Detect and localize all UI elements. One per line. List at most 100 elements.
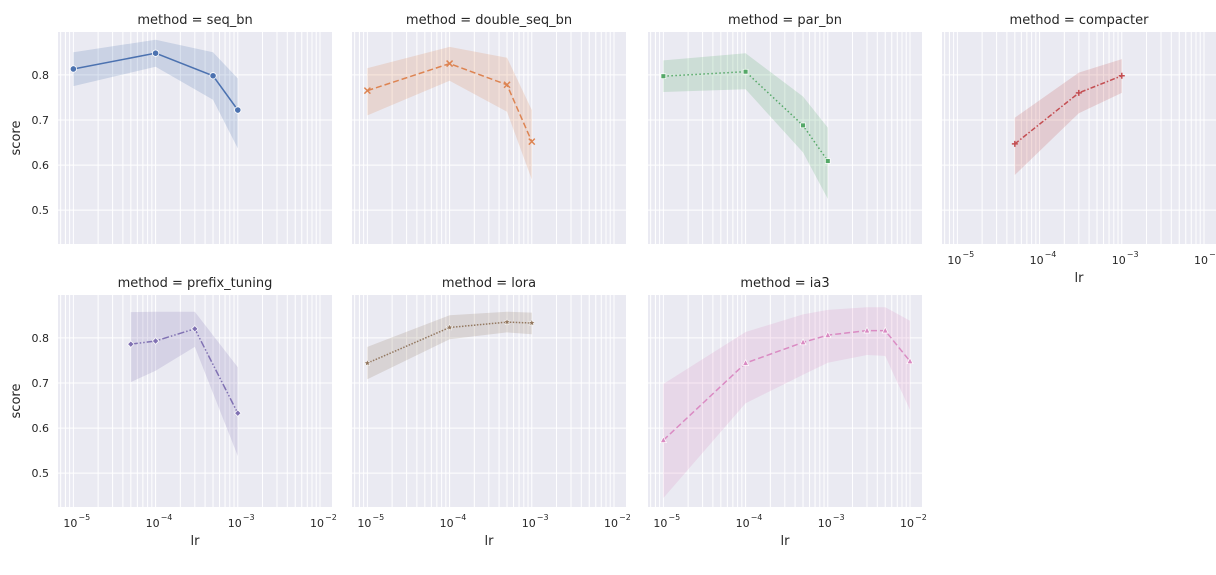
- x-tick-label: 10: [146, 517, 160, 530]
- data-point-seq_bn: [69, 65, 77, 73]
- panel-title: method = compacter: [1010, 13, 1150, 28]
- panel-title: method = par_bn: [728, 13, 842, 28]
- x-tick-label: 10: [440, 517, 454, 530]
- x-tick-label: 10: [310, 517, 324, 530]
- x-tick-exponent: −5: [962, 250, 974, 259]
- data-point-double_seq_bn: [528, 138, 536, 146]
- panel-prefix_tuning: method = prefix_tuning 0.5 0.6 0.7 0.8 score 1…: [9, 276, 337, 549]
- y-tick-label: 0.7: [32, 377, 50, 390]
- x-tick-label: 10: [63, 517, 77, 530]
- x-tick-exponent: −5: [372, 513, 384, 522]
- x-tick-exponent: −3: [243, 513, 255, 522]
- data-point-prefix_tuning: [127, 340, 135, 348]
- series-line-prefix_tuning: [130, 327, 239, 414]
- data-point-ia3: [824, 330, 832, 338]
- x-tick-label: 10: [1030, 254, 1044, 267]
- series-line-seq_bn: [73, 52, 239, 111]
- confidence-band-par_bn: [663, 53, 828, 199]
- data-point-ia3: [659, 436, 667, 443]
- x-tick-label: 10: [653, 517, 667, 530]
- data-point-compacter: [1118, 72, 1125, 79]
- confidence-band-prefix_tuning: [130, 311, 238, 456]
- data-point-double_seq_bn: [446, 60, 454, 68]
- x-tick-label: 10: [357, 517, 371, 530]
- panel-par_bn: method = par_bn: [648, 13, 922, 244]
- data-point-ia3: [742, 358, 750, 366]
- x-tick-exponent: −2: [1209, 250, 1216, 259]
- data-point-par_bn: [742, 68, 749, 75]
- x-axis-label: lr: [781, 534, 791, 549]
- data-point-lora: [503, 317, 511, 326]
- data-point-double_seq_bn: [503, 81, 511, 89]
- x-tick-exponent: −3: [1127, 250, 1139, 259]
- panel-title: method = seq_bn: [137, 13, 252, 28]
- x-tick-exponent: −5: [78, 513, 90, 522]
- data-point-compacter: [1075, 89, 1082, 96]
- x-tick-exponent: −2: [915, 513, 927, 522]
- data-point-lora: [363, 359, 372, 367]
- x-tick-exponent: −3: [537, 513, 549, 522]
- x-tick-exponent: −4: [751, 513, 763, 522]
- y-axis-label: score: [9, 384, 24, 419]
- x-tick-exponent: −2: [619, 513, 631, 522]
- data-point-ia3: [906, 357, 914, 365]
- panel-title: method = prefix_tuning: [118, 276, 273, 291]
- y-tick-label: 0.8: [32, 69, 50, 82]
- x-tick-label: 10: [228, 517, 242, 530]
- x-tick-label: 10: [604, 517, 618, 530]
- x-tick-label: 10: [900, 517, 914, 530]
- data-point-ia3: [799, 338, 807, 346]
- series-line-double_seq_bn: [367, 62, 533, 142]
- confidence-band-compacter: [1014, 59, 1122, 175]
- panel-double_seq_bn: method = double_seq_bn: [352, 13, 626, 244]
- series-line-par_bn: [663, 70, 829, 162]
- data-point-lora: [527, 318, 536, 327]
- y-axis-label: score: [9, 121, 24, 156]
- data-point-seq_bn: [151, 49, 160, 57]
- panel-seq_bn: method = seq_bn 0.5 0.6 0.7 0.8 score: [9, 13, 332, 244]
- x-tick-label: 10: [1112, 254, 1126, 267]
- data-point-lora: [445, 323, 454, 331]
- data-point-par_bn: [825, 158, 831, 164]
- y-tick-label: 0.6: [32, 422, 50, 435]
- data-point-ia3: [881, 326, 889, 334]
- confidence-band-seq_bn: [73, 39, 238, 149]
- data-point-compacter: [1011, 140, 1018, 147]
- data-point-ia3: [863, 326, 871, 334]
- x-tick-label: 10: [818, 517, 832, 530]
- x-tick-exponent: −4: [455, 513, 467, 522]
- data-point-prefix_tuning: [151, 337, 160, 345]
- x-axis-label: lr: [485, 534, 495, 549]
- x-tick-label: 10: [522, 517, 536, 530]
- x-tick-label: 10: [736, 517, 750, 530]
- confidence-band-lora: [367, 311, 532, 380]
- y-tick-label: 0.6: [32, 159, 50, 172]
- panel-title: method = lora: [442, 276, 536, 291]
- confidence-band-double_seq_bn: [367, 46, 532, 180]
- x-axis-label: lr: [1075, 271, 1085, 286]
- data-point-prefix_tuning: [234, 409, 242, 417]
- panel-title: method = ia3: [740, 276, 829, 291]
- x-tick-exponent: −4: [161, 513, 173, 522]
- data-point-par_bn: [800, 122, 806, 129]
- x-axis-label: lr: [191, 534, 201, 549]
- x-tick-exponent: −3: [833, 513, 845, 522]
- y-tick-label: 0.5: [32, 204, 50, 217]
- data-point-seq_bn: [234, 106, 242, 114]
- y-tick-label: 0.7: [32, 114, 50, 127]
- x-tick-exponent: −5: [668, 513, 680, 522]
- panel-title: method = double_seq_bn: [406, 13, 572, 28]
- x-tick-label: 10: [947, 254, 961, 267]
- x-tick-exponent: −2: [325, 513, 337, 522]
- data-point-prefix_tuning: [191, 325, 199, 333]
- x-tick-exponent: −4: [1045, 250, 1057, 259]
- data-point-double_seq_bn: [363, 87, 371, 95]
- y-tick-label: 0.5: [32, 467, 50, 480]
- y-tick-label: 0.8: [32, 332, 50, 345]
- series-line-lora: [367, 321, 532, 364]
